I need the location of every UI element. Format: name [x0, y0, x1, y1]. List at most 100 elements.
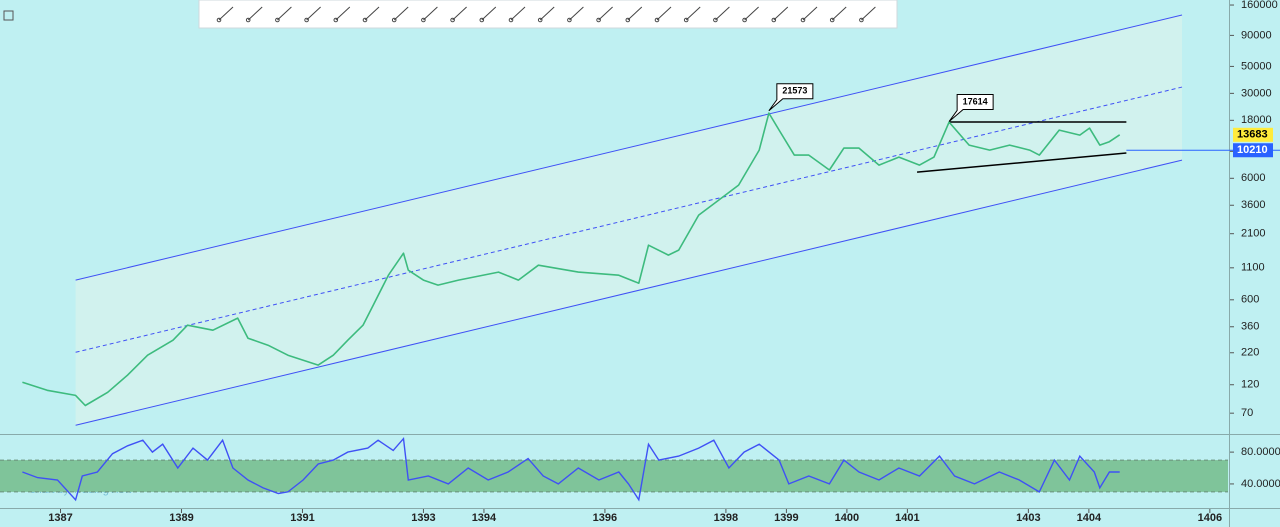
price-label: 13683: [1237, 129, 1268, 141]
x-tick-label: 1398: [714, 512, 738, 524]
tool-glyph: [713, 17, 718, 23]
x-tick-label: 1396: [593, 512, 617, 524]
tool-icon[interactable]: [713, 6, 730, 23]
tool-glyph: [481, 6, 497, 21]
indicator-band: [0, 460, 1228, 492]
tool-icon[interactable]: [450, 6, 467, 23]
y-tick-label: 6000: [1241, 172, 1265, 184]
tool-icon[interactable]: [742, 6, 759, 23]
tool-icon[interactable]: [304, 6, 321, 23]
annotation-label: 17614: [963, 96, 988, 106]
y-tick-label: 70: [1241, 407, 1253, 419]
tool-icon[interactable]: [596, 6, 613, 23]
tool-icon[interactable]: [216, 6, 234, 23]
tool-icon[interactable]: [829, 6, 847, 23]
y-tick-label: 600: [1241, 294, 1259, 306]
price-line: [22, 112, 1121, 407]
x-tick-label: 1403: [1016, 512, 1040, 524]
tool-glyph: [364, 6, 380, 21]
tool-glyph: [333, 17, 339, 23]
tool-glyph: [245, 17, 251, 23]
x-tick-label: 1394: [472, 512, 497, 524]
tool-glyph: [829, 17, 835, 23]
indicator-line: [22, 436, 1120, 502]
tool-glyph: [304, 17, 309, 23]
tool-glyph: [391, 17, 397, 23]
tool-glyph: [450, 17, 455, 23]
tool-icon[interactable]: [391, 6, 409, 23]
y-tick-label: 18000: [1241, 114, 1272, 126]
channel-midline: [75, 86, 1183, 353]
tool-glyph: [452, 6, 467, 21]
tool-glyph: [393, 6, 409, 21]
tool-icon[interactable]: [625, 6, 643, 23]
tool-icon[interactable]: [479, 6, 497, 23]
y-tick-label: 80.0000: [1241, 446, 1280, 458]
y-tick-label: 160000: [1241, 0, 1278, 11]
tool-glyph: [362, 17, 368, 23]
tool-glyph: [771, 17, 777, 23]
price-label-box: [1233, 143, 1273, 158]
tool-glyph: [275, 17, 280, 23]
y-tick-label: 220: [1241, 347, 1259, 359]
y-tick-label: 3600: [1241, 199, 1265, 211]
annotation-label: 21573: [782, 86, 807, 96]
tool-icon[interactable]: [859, 6, 876, 23]
tool-icon[interactable]: [537, 6, 555, 23]
price-label: 10210: [1237, 144, 1268, 156]
tool-icon[interactable]: [683, 6, 701, 23]
tool-icon[interactable]: [421, 6, 438, 23]
tool-glyph: [683, 17, 689, 23]
layout-icon[interactable]: [3, 10, 14, 21]
y-tick-label: 30000: [1241, 87, 1272, 99]
x-tick-label: 1389: [169, 512, 193, 524]
x-tick-label: 1406: [1198, 512, 1222, 524]
y-tick-label: 360: [1241, 321, 1259, 333]
tool-glyph: [802, 6, 818, 21]
x-tick-label: 1401: [895, 512, 919, 524]
tool-icon[interactable]: [771, 6, 789, 23]
tool-glyph: [654, 17, 660, 23]
tool-icon[interactable]: [333, 6, 351, 23]
tool-glyph: [218, 6, 234, 21]
y-tick-label: 2100: [1241, 228, 1265, 240]
drawing-toolbar: [198, 0, 898, 29]
tool-glyph: [423, 6, 438, 21]
tool-glyph: [859, 17, 864, 23]
tool-glyph: [625, 17, 631, 23]
tool-glyph: [539, 6, 555, 21]
tool-glyph: [508, 17, 514, 23]
tool-glyph: [831, 6, 847, 21]
tool-icon[interactable]: [362, 6, 380, 23]
tool-glyph: [569, 6, 584, 21]
tool-glyph: [216, 17, 222, 23]
y-tick-label: 1100: [1241, 262, 1265, 274]
tool-icon[interactable]: [508, 6, 526, 23]
tool-icon[interactable]: [245, 6, 263, 23]
tool-icon[interactable]: [567, 6, 584, 23]
tool-glyph: [627, 6, 643, 21]
tool-glyph: [742, 17, 747, 23]
tool-glyph: [335, 6, 351, 21]
y-tick-label: 40.0000: [1241, 478, 1280, 490]
annotation-callout: [948, 93, 994, 122]
tool-glyph: [685, 6, 701, 21]
trend-line: [916, 152, 1127, 173]
tool-glyph: [596, 17, 601, 23]
tool-glyph: [567, 17, 572, 23]
x-tick-label: 1399: [774, 512, 798, 524]
tool-icon[interactable]: [800, 6, 818, 23]
tool-glyph: [656, 6, 672, 21]
y-tick-label: 50000: [1241, 60, 1272, 72]
toolbar-panel: [198, 0, 898, 29]
tool-icon[interactable]: [654, 6, 672, 23]
x-tick-label: 1400: [835, 512, 859, 524]
price-label-box: [1233, 127, 1273, 142]
y-tick-label: 90000: [1241, 29, 1272, 41]
tool-glyph: [306, 6, 321, 21]
trend-line: [75, 159, 1183, 426]
tool-glyph: [861, 6, 876, 21]
trend-line: [75, 14, 1183, 281]
tool-icon[interactable]: [275, 6, 292, 23]
